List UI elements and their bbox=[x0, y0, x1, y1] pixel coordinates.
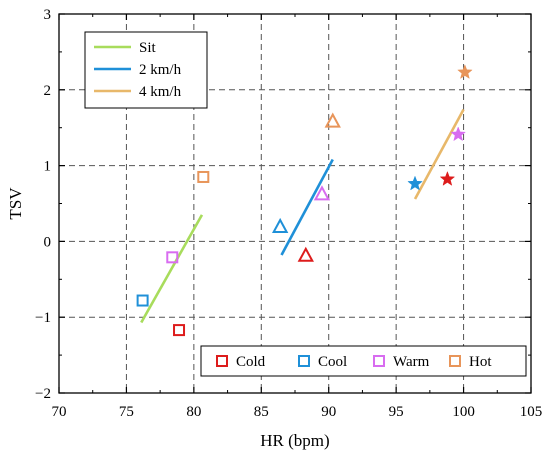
x-tick-label: 85 bbox=[254, 404, 269, 420]
legend-label: Hot bbox=[469, 354, 492, 370]
y-tick-label: 2 bbox=[44, 83, 52, 99]
x-tick-label: 95 bbox=[389, 404, 404, 420]
trend-line bbox=[140, 214, 204, 324]
data-point bbox=[197, 170, 210, 183]
data-point bbox=[407, 175, 423, 191]
legend-label: 2 km/h bbox=[139, 62, 182, 78]
y-tick-label: 0 bbox=[44, 234, 52, 250]
legend-label: Cool bbox=[318, 354, 347, 370]
legend-label: Cold bbox=[236, 354, 266, 370]
data-point bbox=[324, 112, 341, 128]
y-tick-label: −2 bbox=[35, 386, 51, 402]
data-point bbox=[439, 170, 456, 186]
data-point bbox=[457, 64, 473, 79]
grid bbox=[59, 14, 531, 393]
legend-swatch bbox=[449, 355, 461, 367]
data-point bbox=[166, 251, 179, 264]
data-point bbox=[297, 246, 314, 262]
x-tick-label: 105 bbox=[520, 404, 543, 420]
data-point bbox=[313, 185, 331, 201]
x-tick-label: 70 bbox=[52, 404, 67, 420]
legend-swatch bbox=[298, 355, 310, 367]
x-axis-label: HR (bpm) bbox=[260, 431, 329, 450]
data-point bbox=[450, 126, 466, 142]
y-tick-label: 3 bbox=[44, 7, 52, 23]
legend-label: Sit bbox=[139, 40, 157, 56]
legend-label: Warm bbox=[393, 354, 430, 370]
legend-swatch bbox=[373, 355, 385, 367]
legend-label: 4 km/h bbox=[139, 84, 182, 100]
y-axis-label: TSV bbox=[6, 187, 25, 220]
x-tick-label: 75 bbox=[119, 404, 134, 420]
data-points bbox=[136, 64, 473, 337]
y-tick-label: 1 bbox=[44, 159, 52, 175]
x-tick-labels: 70 75 80 85 90 95 100 105 bbox=[52, 404, 543, 420]
data-point bbox=[271, 217, 289, 233]
legend-swatch bbox=[216, 355, 228, 367]
legend-box bbox=[200, 345, 527, 377]
trend-line bbox=[280, 158, 334, 256]
x-tick-label: 90 bbox=[321, 404, 336, 420]
trend-lines bbox=[140, 108, 465, 324]
x-tick-label: 80 bbox=[186, 404, 201, 420]
axis-ticks bbox=[58, 13, 532, 394]
legend-condition: Cold Cool Warm Hot bbox=[200, 345, 527, 377]
trend-line bbox=[413, 108, 465, 200]
y-tick-labels: −2 −1 0 1 2 3 bbox=[35, 7, 51, 402]
data-point bbox=[136, 294, 149, 307]
legend-activity: Sit 2 km/h 4 km/h bbox=[84, 31, 208, 109]
x-tick-label: 100 bbox=[452, 404, 475, 420]
y-tick-label: −1 bbox=[35, 310, 51, 326]
data-point bbox=[173, 324, 186, 337]
